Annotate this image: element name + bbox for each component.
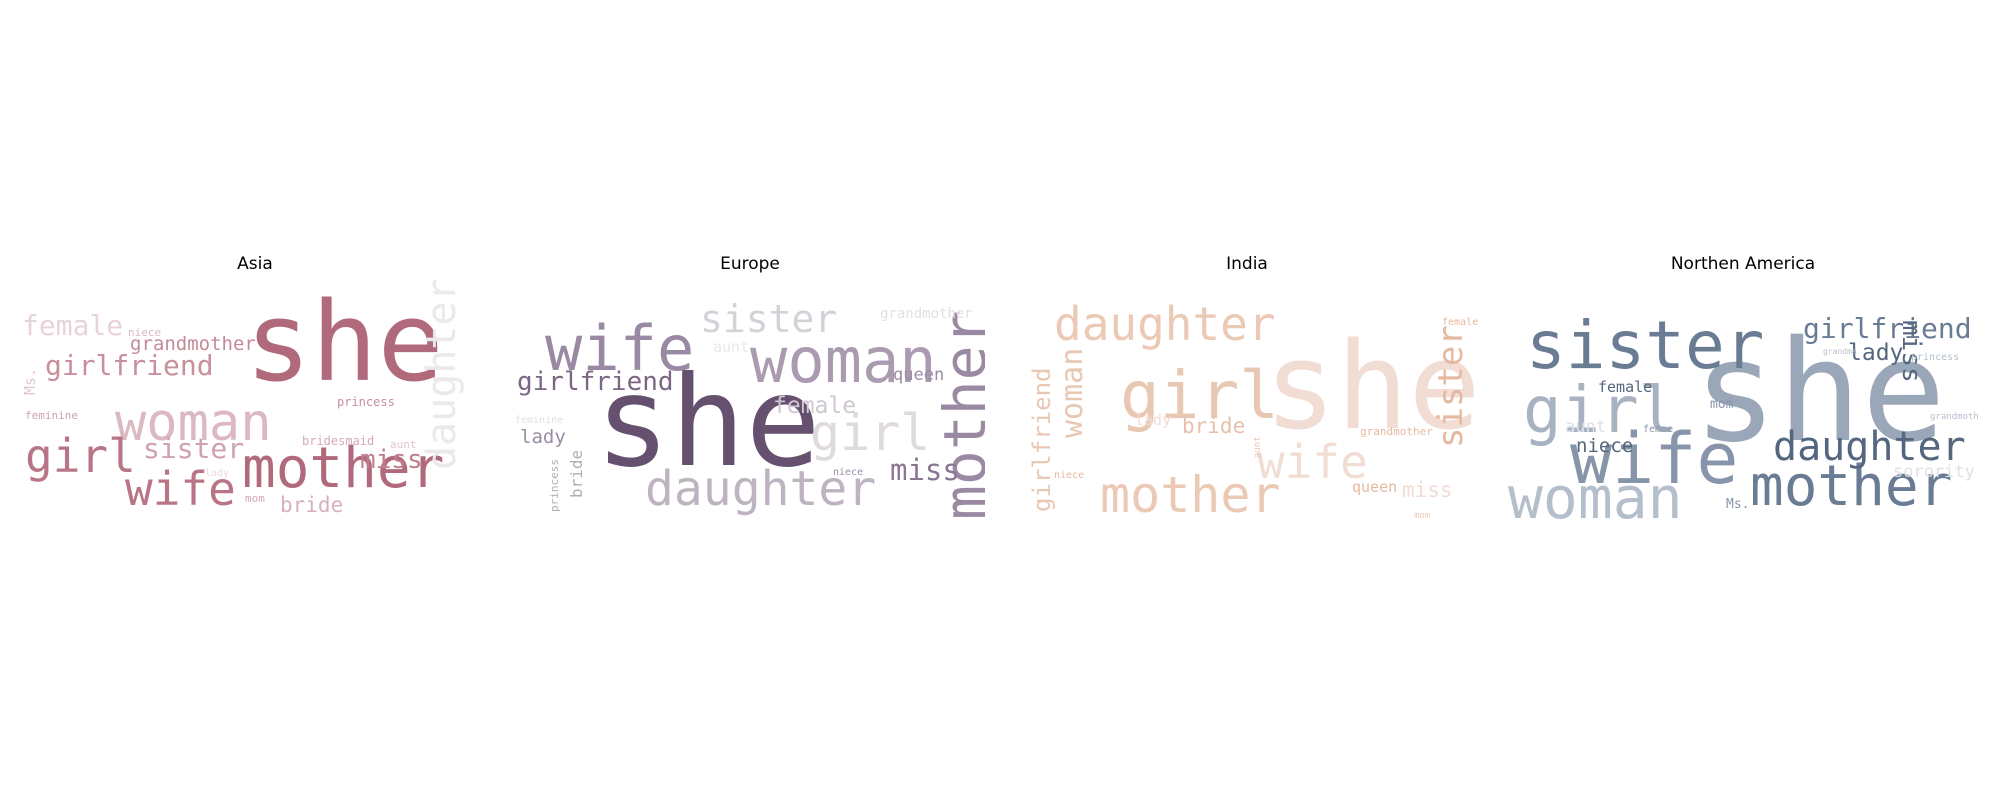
word-princess: princess [1911, 352, 1959, 363]
word-mom: mom [1414, 511, 1430, 520]
word-girlfriend: girlfriend [517, 367, 674, 397]
word-woman: woman [750, 324, 937, 397]
word-niece: niece [1054, 470, 1084, 481]
word-girl: girl [810, 404, 930, 462]
word-princess: princess [548, 459, 561, 512]
word-wife: wife [1257, 435, 1368, 489]
word-grandmother: grandmother [1360, 425, 1433, 438]
word-bride: bride [280, 493, 343, 517]
wordcloud-northen-america: she sister wife mother woman girl daught… [1508, 280, 1978, 520]
word-bridesmaid: bridesmaid [302, 434, 374, 448]
word-daughter: daughter [419, 280, 465, 470]
word-aunt: aunt [713, 338, 749, 356]
word-sister: sister [1431, 325, 1471, 448]
word-lady: lady [1135, 411, 1171, 429]
wordcloud-panel-northen-america: Northen America she sister wife mother w… [1508, 250, 1978, 530]
word-lady: lady [205, 468, 229, 479]
word-princess: princess [337, 395, 395, 409]
word-mother: mother [1750, 454, 1952, 519]
word-female: female [1442, 317, 1478, 328]
word-Ms: Ms. [1726, 497, 1749, 512]
word-she: she [1264, 318, 1481, 457]
word-feminine: feminine [25, 409, 78, 422]
word-female: female [773, 393, 856, 419]
word-girlfriend: girlfriend [1803, 312, 1972, 345]
wordcloud-panel-europe: Europe she woman wife mother daughter si… [515, 250, 985, 530]
panel-title: Northen America [1670, 254, 1816, 274]
word-woman: woman [1508, 464, 1683, 520]
word-femme: femme [1643, 424, 1673, 435]
word-daughter: daughter [645, 461, 876, 517]
word-grandmother: grandmother [1930, 412, 1978, 422]
word-daughter: daughter [1773, 424, 1966, 470]
word-girl: girl [25, 429, 136, 483]
word-sister: sister [700, 297, 837, 341]
word-wife: wife [545, 312, 694, 385]
word-sorority: sorority [1893, 462, 1975, 482]
wordcloud-panel-asia: Asia she mother woman wife girl girlfrie… [20, 250, 490, 530]
word-girl: girl [1120, 357, 1279, 434]
word-grandmother: grandmother [130, 333, 256, 355]
word-miss: miss [1896, 320, 1926, 383]
word-bride: bride [567, 450, 586, 498]
word-queen: queen [893, 365, 944, 385]
word-she: she [245, 280, 444, 406]
wordcloud-europe: she woman wife mother daughter sister gi… [515, 280, 985, 520]
word-girlfriend: girlfriend [45, 349, 214, 382]
word-niece: niece [833, 467, 863, 478]
word-mom: mom [245, 492, 265, 505]
word-niece: niece [1576, 435, 1633, 457]
word-lady: lady [1848, 340, 1903, 366]
word-feminine: feminine [515, 415, 563, 426]
word-grandmother: grandmother [880, 306, 973, 322]
word-miss: miss [890, 453, 960, 487]
word-mom: mom [1710, 397, 1734, 412]
word-sister: sister [143, 432, 244, 465]
word-niece: niece [128, 326, 161, 339]
word-lady: lady [520, 426, 566, 448]
word-bride: bride [1182, 414, 1245, 438]
word-mother: mother [1100, 466, 1281, 520]
word-miss: miss [1402, 478, 1453, 502]
panel-title: Asia [237, 254, 273, 274]
word-girl: girl [1523, 374, 1677, 448]
word-she: she [595, 350, 821, 495]
word-miss: miss [360, 445, 423, 475]
word-mother: mother [242, 436, 444, 501]
word-wife: wife [1570, 418, 1739, 500]
word-aunt: aunt [1253, 436, 1263, 458]
word-aunt: aunt [1565, 417, 1606, 437]
wordcloud-panel-india: India she girl daughter mother wife sist… [1012, 250, 1482, 530]
word-woman: woman [1055, 348, 1090, 438]
word-woman: woman [115, 393, 272, 453]
word-queen: queen [1352, 478, 1397, 496]
wordcloud-india: she girl daughter mother wife sister wom… [1012, 280, 1482, 520]
panel-title: Europe [720, 254, 780, 274]
word-daughter: daughter [1054, 297, 1276, 351]
word-she: she [1693, 311, 1946, 474]
word-female: female [22, 309, 123, 342]
word-female: female [1598, 378, 1652, 396]
word-aunt: aunt [390, 438, 417, 451]
word-sister: sister [1526, 307, 1764, 384]
word-girlfriend: girlfriend [1028, 368, 1056, 513]
word-Ms: Ms. [21, 368, 39, 395]
panel-title: India [1226, 254, 1268, 274]
wordcloud-asia: she mother woman wife girl girlfriend da… [20, 280, 490, 520]
word-wife: wife [125, 462, 236, 516]
word-grandma: grandma [1823, 347, 1857, 356]
word-mother: mother [931, 310, 985, 520]
